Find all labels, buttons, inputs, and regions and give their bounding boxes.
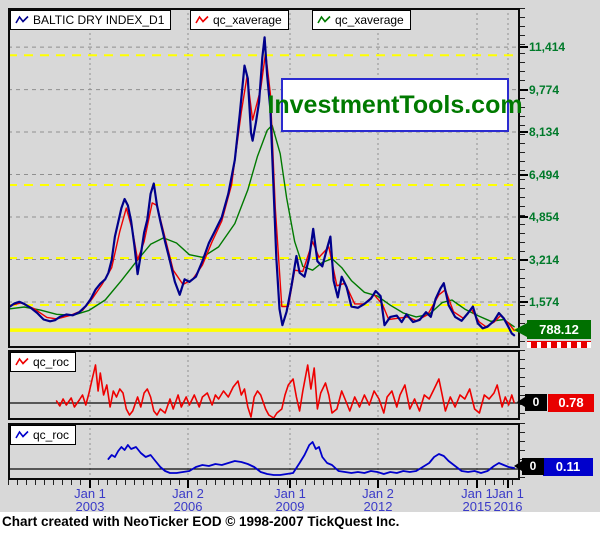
roc-blue-zero-arrow-icon (514, 461, 522, 471)
legend-label: qc_roc (33, 428, 70, 442)
y-tick-label: 9,774 (529, 82, 560, 97)
price-chart-canvas[interactable] (8, 8, 520, 348)
x-tick-label: Jan 1 2015 (461, 486, 493, 514)
legend-label: BALTIC DRY INDEX_D1 (33, 13, 165, 27)
y-major-tick (520, 216, 528, 219)
y-tick-label: 6,494 (529, 167, 560, 182)
roc-blue-value-badge: 0.11 (543, 458, 593, 476)
y-axis-ticks (520, 8, 525, 348)
watermark-text: InvestmentTools.com (267, 90, 523, 119)
legend-label: qc_roc (33, 355, 70, 369)
price-y-axis: 11,414 9,774 8,134 6,494 4,854 3,214 1,574 (520, 8, 600, 348)
x-tick-label: Jan 2 2006 (172, 486, 204, 514)
legend-xaverage-fast[interactable]: qc_xaverage (190, 10, 289, 30)
x-tick-label: Jan 1 2003 (74, 486, 106, 514)
date-x-axis: Jan 1 2003 Jan 2 2006 Jan 1 2009 Jan 2 2012 Jan … (8, 480, 524, 514)
x-major-tick (476, 480, 478, 488)
roc-red-zero-bubble: 0 (525, 394, 547, 411)
x-major-tick (289, 480, 291, 488)
x-major-tick (507, 480, 509, 488)
green-line-icon (317, 15, 331, 24)
roc-red-axis-ticks (520, 350, 525, 420)
x-major-tick (89, 480, 91, 488)
y-tick-label: 8,134 (529, 125, 560, 140)
legend-label: qc_xaverage (335, 13, 404, 27)
y-tick-label: 3,214 (529, 252, 560, 267)
y-major-tick (520, 131, 528, 134)
x-tick-label: Jan 2 2012 (362, 486, 394, 514)
series-qc_roc (107, 441, 516, 476)
x-major-tick (377, 480, 379, 488)
ma-fast-marker-strip (527, 341, 591, 348)
last-price-badge: 788.12 (527, 320, 591, 339)
roc-blue-canvas[interactable] (8, 423, 520, 480)
x-tick-label: Jan 1 2016 (492, 486, 524, 514)
y-tick-label: 4,854 (529, 210, 560, 225)
x-major-tick (187, 480, 189, 488)
last-price-arrow-icon (514, 323, 527, 337)
roc-blue-zero-bubble: 0 (522, 458, 544, 475)
y-major-tick (520, 173, 528, 176)
y-major-tick (520, 258, 528, 261)
y-major-tick (520, 301, 528, 303)
series-baltic-dry-index_d1 (8, 36, 516, 337)
blue-line-icon (15, 15, 29, 24)
blue-line-icon (15, 430, 29, 439)
y-major-tick (520, 88, 528, 91)
series-qc_xaverage-fast (8, 51, 515, 331)
price-panel: BALTIC DRY INDEX_D1 qc_xaverage qc_xaver… (8, 8, 523, 348)
roc-blue-panel: qc_roc (8, 423, 520, 480)
roc-red-canvas[interactable] (8, 350, 520, 420)
legend-label: qc_xaverage (213, 13, 282, 27)
x-axis-ticks (8, 480, 520, 485)
watermark-box: InvestmentTools.com (267, 78, 523, 132)
legend-roc-red[interactable]: qc_roc (10, 352, 77, 372)
y-tick-label: 1,574 (529, 295, 560, 309)
legend-xaverage-slow[interactable]: qc_xaverage (312, 10, 411, 30)
roc-blue-axis-ticks (520, 423, 525, 480)
red-line-icon (195, 15, 209, 24)
roc-red-value-badge: 0.78 (548, 394, 594, 412)
roc-red-zero-arrow-icon (517, 397, 525, 407)
status-bar: Chart created with NeoTicker EOD © 1998-… (0, 512, 600, 536)
y-tick-label: 11,414 (529, 40, 566, 55)
y-major-tick (520, 46, 528, 49)
roc-red-panel: qc_roc (8, 350, 520, 420)
x-tick-label: Jan 1 2009 (274, 486, 306, 514)
legend-roc-blue[interactable]: qc_roc (10, 425, 77, 445)
legend-baltic-dry-index[interactable]: BALTIC DRY INDEX_D1 (10, 10, 172, 30)
status-text: Chart created with NeoTicker EOD © 1998-… (2, 514, 400, 529)
series-qc_roc (55, 364, 515, 419)
red-line-icon (15, 357, 29, 366)
